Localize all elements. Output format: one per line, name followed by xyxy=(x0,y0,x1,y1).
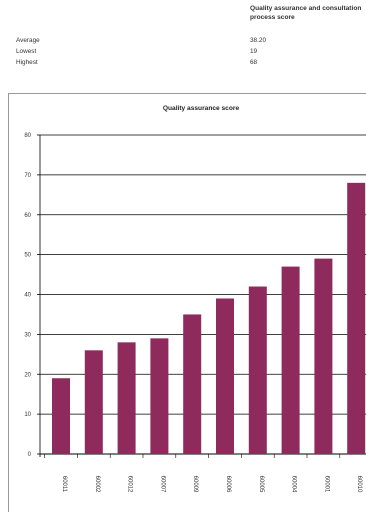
summary-row-value: 38.20 xyxy=(250,37,266,44)
x-tick-label: 60004 xyxy=(291,476,297,493)
x-tick-label: 60009 xyxy=(192,476,198,493)
bar-60007 xyxy=(150,338,169,454)
bar-60004 xyxy=(281,266,300,454)
chart-title: Quality assurance score xyxy=(163,105,240,112)
summary-column-header: Quality assurance and consultation proce… xyxy=(250,5,362,21)
y-tick-label: 40 xyxy=(24,293,31,299)
summary-row-value: 19 xyxy=(250,48,258,55)
x-tick-label: 60002 xyxy=(94,476,100,493)
y-tick-label: 70 xyxy=(24,173,31,179)
y-tick-label: 80 xyxy=(24,133,31,139)
summary-row-average: Average 38.20 xyxy=(16,37,356,47)
x-axis-ticks: 60011 60002 60012 60007 60009 60006 60005 60004… xyxy=(44,454,362,493)
y-tick-label: 50 xyxy=(24,253,31,259)
summary-row-label: Highest xyxy=(16,59,38,66)
summary-row-value: 68 xyxy=(250,59,258,66)
y-tick-label: 60 xyxy=(24,213,31,219)
bar-60001 xyxy=(314,258,333,454)
bars xyxy=(52,182,366,454)
summary-row-lowest: Lowest 19 xyxy=(16,48,356,58)
bar-60006 xyxy=(216,298,234,454)
chart-frame xyxy=(8,93,366,512)
y-axis-ticks: 0 10 20 30 40 50 60 70 80 xyxy=(24,133,41,458)
bar-60005 xyxy=(248,286,267,454)
x-tick-label: 60007 xyxy=(159,476,165,493)
y-tick-label: 20 xyxy=(24,372,31,378)
y-tick-label: 10 xyxy=(24,412,31,418)
bar-60002 xyxy=(84,350,103,454)
bar-60009 xyxy=(183,314,202,454)
y-tick-label: 30 xyxy=(24,332,31,338)
bar-60011 xyxy=(52,378,70,454)
summary-row-highest: Highest 68 xyxy=(16,59,356,69)
bar-60012 xyxy=(117,342,136,454)
bar-60010 xyxy=(347,182,366,454)
y-tick-label: 0 xyxy=(28,452,32,458)
x-tick-label: 60006 xyxy=(225,476,231,493)
summary-row-label: Average xyxy=(16,37,40,44)
summary-table: Quality assurance and consultation proce… xyxy=(0,0,366,80)
x-tick-label: 60001 xyxy=(323,476,329,493)
x-tick-label: 60005 xyxy=(258,476,264,493)
x-tick-label: 60010 xyxy=(356,476,362,493)
summary-row-label: Lowest xyxy=(16,48,37,55)
x-tick-label: 60012 xyxy=(127,476,133,493)
x-tick-label: 60011 xyxy=(61,476,67,493)
